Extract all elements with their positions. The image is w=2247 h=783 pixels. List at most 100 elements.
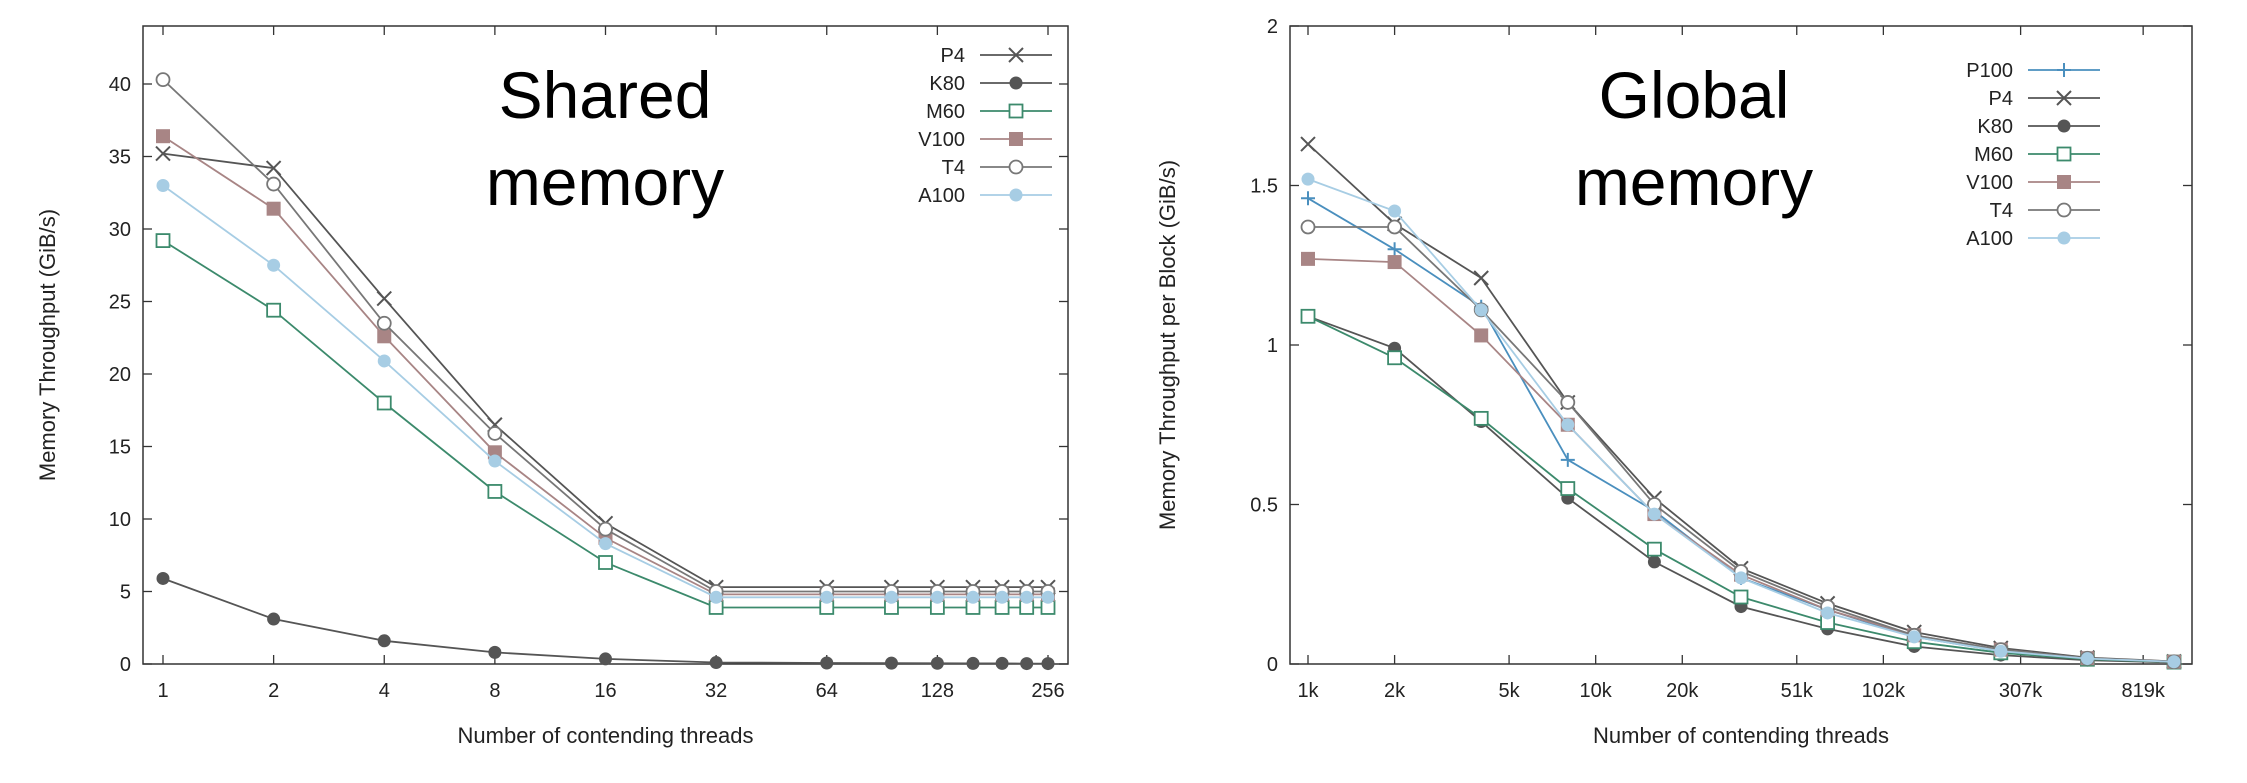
data-point-a100: [377, 354, 391, 368]
data-point-a100: [1388, 204, 1402, 218]
data-point-k80: [599, 652, 612, 666]
data-point-v100: [1474, 328, 1489, 343]
x-axis-label: Number of contending threads: [458, 723, 754, 748]
chart-title-line-1: Global: [1599, 58, 1790, 132]
legend-marker: [2057, 231, 2071, 245]
data-point-a100: [488, 454, 502, 468]
y-tick-label: 10: [109, 509, 131, 531]
x-tick-label: 256: [1031, 680, 1064, 702]
data-point-v100: [1387, 255, 1402, 270]
x-tick-label: 1: [157, 680, 168, 702]
global-memory-chart: 0 0.5 1 1.5 2 1k 2k 5k 10k 20k 51k 102k 307k 819k Numb…: [1155, 16, 2193, 748]
x-tick-label: 128: [921, 680, 954, 702]
data-point-p100: [1387, 242, 1402, 257]
x-tick-label: 2k: [1384, 680, 1406, 702]
data-point-m60: [1387, 350, 1402, 366]
chart-title-line-2: memory: [486, 145, 724, 219]
series-k80: [1301, 309, 2181, 669]
data-point-v100: [1301, 251, 1315, 266]
series-m60: [155, 233, 1056, 615]
legend-label: A100: [918, 185, 965, 207]
data-point-a100: [1994, 644, 2008, 658]
series-line-m60: [162, 239, 1048, 609]
chart-title-line-1: Shared: [499, 58, 712, 132]
data-point-k80: [884, 656, 898, 670]
data-point-t4: [376, 315, 392, 331]
data-point-m60: [598, 555, 613, 570]
data-point-t4: [155, 72, 171, 88]
series-a100: [1301, 172, 2181, 669]
x-tick-label: 64: [816, 680, 838, 702]
legend-marker: [1009, 76, 1023, 90]
data-point-m60: [376, 395, 392, 411]
data-point-k80: [1020, 657, 1034, 671]
data-point-t4: [1560, 395, 1576, 410]
legend: P100 P4 K80 M60 V100 T4 A100: [1966, 60, 2100, 250]
y-axis-label: Memory Throughput per Block (GiB/s): [1155, 160, 1180, 530]
data-point-k80: [966, 656, 980, 670]
legend-label: T4: [1990, 200, 2013, 222]
x-tick-label: 4: [379, 680, 390, 702]
y-tick-label: 2: [1267, 16, 1278, 38]
data-point-t4: [598, 521, 613, 537]
legend-label: T4: [942, 157, 965, 179]
y-tick-label: 20: [109, 364, 131, 386]
data-point-p4: [1300, 136, 1316, 152]
y-tick-label: 40: [109, 74, 131, 96]
x-tick-label: 51k: [1781, 680, 1814, 702]
data-point-p4: [376, 290, 392, 307]
data-point-m60: [1300, 308, 1316, 324]
legend-label: M60: [926, 101, 965, 123]
data-point-k80: [930, 656, 944, 670]
legend-marker: [1008, 47, 1024, 63]
data-point-k80: [995, 656, 1009, 670]
y-tick-label: 0: [1267, 654, 1278, 676]
data-point-m60: [487, 484, 503, 499]
series-k80: [156, 571, 1055, 671]
y-tick-label: 1: [1267, 335, 1278, 357]
x-tick-label: 1k: [1297, 680, 1319, 702]
data-point-k80: [820, 656, 834, 670]
data-point-p4: [155, 145, 171, 162]
legend-marker: [2056, 90, 2072, 106]
data-point-a100: [930, 590, 944, 604]
x-tick-label: 10k: [1580, 680, 1613, 702]
legend-marker: [2057, 63, 2071, 77]
data-point-a100: [1301, 172, 1315, 186]
data-point-a100: [2167, 655, 2181, 669]
data-point-a100: [267, 258, 281, 272]
data-point-t4: [1387, 219, 1402, 235]
legend-label: V100: [1966, 172, 2013, 194]
legend: P4 K80 M60 V100 T4 A100: [918, 45, 1052, 207]
data-point-k80: [1041, 657, 1055, 671]
legend-label: K80: [929, 73, 965, 95]
data-point-a100: [1020, 590, 1034, 604]
data-point-k80: [709, 656, 723, 670]
legend-label: M60: [1974, 144, 2013, 166]
data-point-a100: [599, 537, 612, 551]
chart-title-line-2: memory: [1575, 145, 1813, 219]
data-point-a100: [884, 590, 898, 604]
data-point-m60: [1647, 541, 1662, 557]
legend-marker: [2056, 146, 2072, 162]
data-point-v100: [377, 329, 392, 344]
legend-marker: [1008, 103, 1024, 119]
legend-label: V100: [918, 129, 965, 151]
y-axis-label: Memory Throughput (GiB/s): [35, 209, 60, 481]
x-tick-label: 2: [268, 680, 279, 702]
legend-label: P100: [1966, 60, 2013, 82]
x-tick-label: 20k: [1666, 680, 1699, 702]
shared-memory-chart: 0 5 10 15 20 25 30 35 40 1 2 4 8 16 32 64 128 256 Number o…: [35, 25, 1069, 748]
data-point-a100: [709, 590, 723, 604]
data-point-t4: [487, 426, 503, 441]
data-point-p4: [265, 160, 282, 176]
data-point-a100: [1041, 590, 1055, 604]
y-tick-label: 25: [109, 292, 131, 314]
y-tick-label: 5: [120, 582, 131, 604]
data-point-p100: [1301, 191, 1315, 206]
x-tick-label: 5k: [1499, 680, 1521, 702]
data-point-m60: [1733, 589, 1749, 605]
data-point-k80: [156, 571, 170, 585]
data-point-v100: [156, 129, 170, 144]
